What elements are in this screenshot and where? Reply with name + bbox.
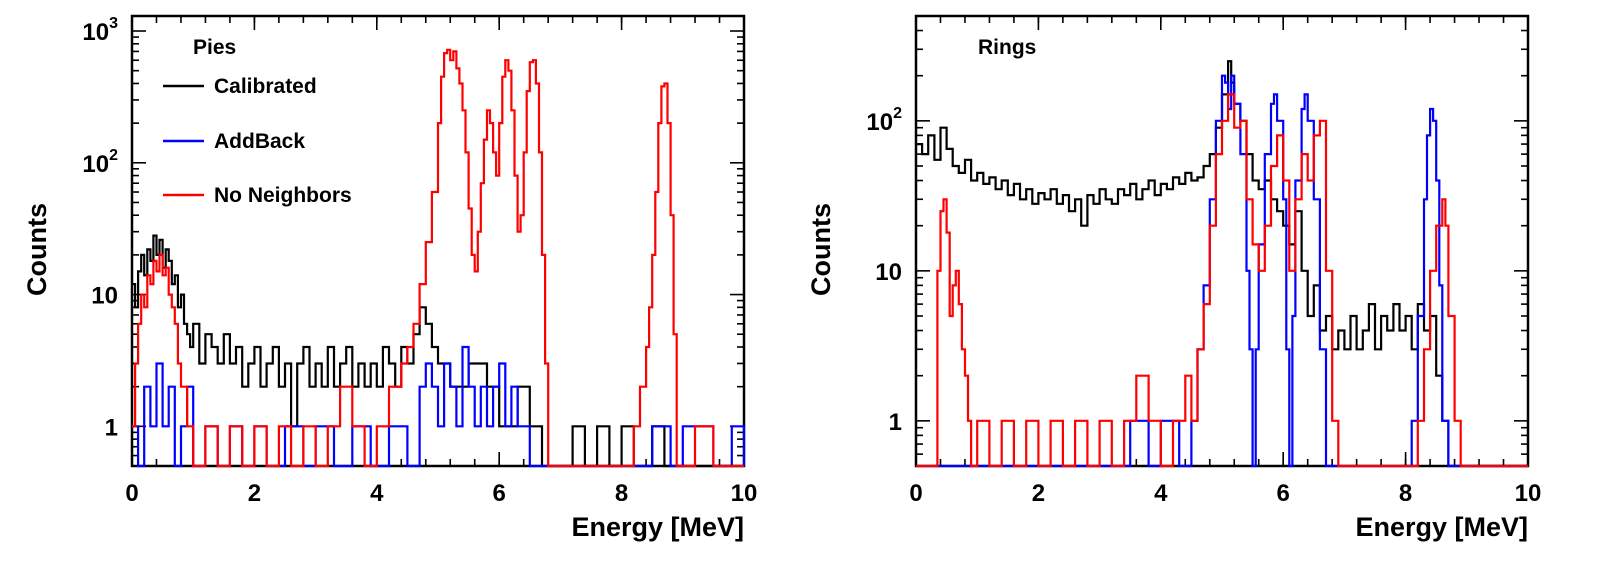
x-tick-label: 6 — [493, 480, 506, 507]
x-tick-label: 4 — [1154, 480, 1168, 507]
plot-frame-rings — [914, 14, 1530, 468]
y-tick-label: 102 — [866, 105, 902, 136]
y-axis-title-rings: Counts — [806, 203, 836, 296]
x-tick-label: 0 — [909, 480, 922, 507]
y-tick-label: 10 — [91, 283, 118, 310]
series-line-addback — [132, 345, 746, 468]
x-axis-title-pies: Energy [MeV] — [571, 512, 744, 542]
legend-label-no-neighbors: No Neighbors — [214, 184, 352, 207]
plot-frame-pies — [130, 14, 746, 468]
x-axis-title-rings: Energy [MeV] — [1355, 512, 1528, 542]
series-line-no-neighbors — [132, 48, 744, 468]
y-axis-title-pies: Counts — [22, 203, 52, 296]
series-group-rings — [916, 60, 1528, 468]
y-tick-label: 10 — [875, 259, 902, 286]
panel-title-rings: Rings — [978, 36, 1036, 59]
x-tick-label: 10 — [1515, 480, 1542, 507]
x-tick-label: 4 — [370, 480, 384, 507]
x-tick-label: 6 — [1277, 480, 1290, 507]
panel-rings: 0 2 4 6 8 10 1 10 102 Rings Energy [MeV] Counts — [806, 14, 1542, 542]
x-tick-label: 8 — [1399, 480, 1412, 507]
legend: Calibrated AddBack No Neighbors — [163, 75, 352, 207]
series-line-no-neighbors — [916, 93, 1528, 468]
panel-pies: 0 2 4 6 8 10 1 10 102 103 Pies Calibrated AddBack… — [22, 14, 757, 542]
axis-ticks-pies: 0 2 4 6 8 10 1 10 102 103 — [82, 15, 757, 507]
x-tick-label: 0 — [125, 480, 138, 507]
legend-label-addback: AddBack — [214, 130, 305, 153]
panel-title-pies: Pies — [193, 36, 236, 59]
x-tick-label: 10 — [731, 480, 758, 507]
x-tick-label: 2 — [1032, 480, 1045, 507]
x-tick-label: 2 — [248, 480, 261, 507]
y-tick-label: 1 — [105, 414, 118, 441]
y-tick-label: 102 — [82, 147, 118, 178]
series-group-pies — [132, 48, 746, 468]
legend-label-calibrated: Calibrated — [214, 75, 317, 98]
x-tick-label: 8 — [615, 480, 628, 507]
y-tick-label: 103 — [82, 15, 118, 46]
series-line-calibrated — [916, 60, 1528, 468]
y-tick-label: 1 — [889, 409, 902, 436]
axis-ticks-rings: 0 2 4 6 8 10 1 10 102 — [866, 15, 1542, 507]
